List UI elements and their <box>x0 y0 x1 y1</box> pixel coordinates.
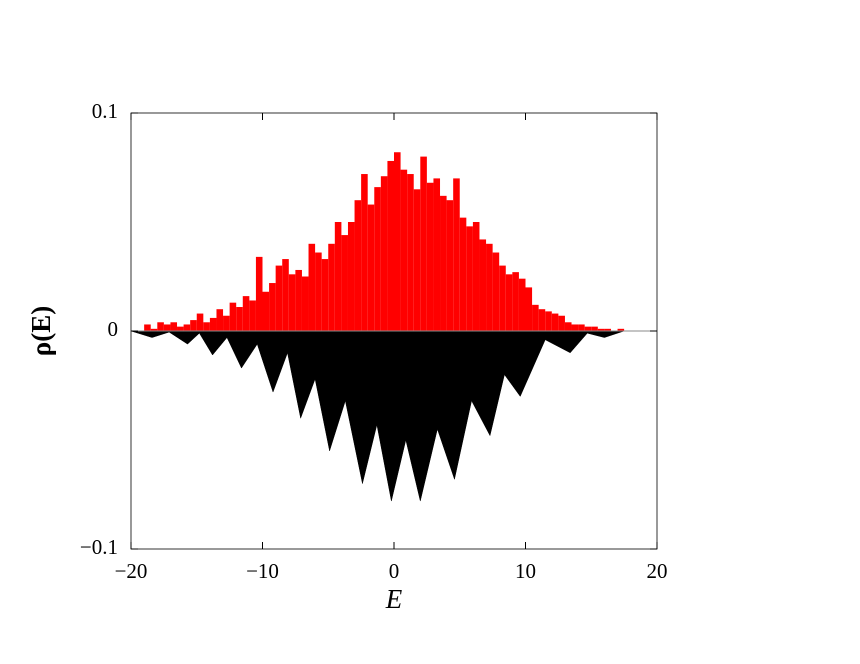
histogram-bar <box>282 259 289 331</box>
histogram-bar <box>262 291 270 331</box>
histogram-bar <box>157 322 164 331</box>
histogram-bar <box>492 252 500 331</box>
histogram-bar <box>426 182 434 331</box>
histogram-bar <box>380 176 388 331</box>
histogram-bar <box>597 328 605 331</box>
histogram-bar <box>255 256 263 331</box>
histogram-bar <box>163 324 171 331</box>
histogram-bar <box>275 265 283 331</box>
histogram-bar <box>617 328 625 331</box>
histogram-bar <box>591 326 598 331</box>
histogram-bar <box>367 204 375 331</box>
histogram-bar <box>295 269 302 331</box>
histogram-bar <box>479 239 487 331</box>
histogram-bar <box>361 174 368 331</box>
histogram-bar <box>203 322 210 331</box>
histogram-bar <box>223 315 230 331</box>
histogram-bar <box>288 274 296 331</box>
histogram-bar <box>433 178 441 331</box>
histogram-bar <box>466 226 473 331</box>
histogram-bar <box>532 304 539 331</box>
histogram-bar <box>374 187 381 331</box>
histogram-bar <box>170 322 178 331</box>
histogram-bar <box>183 324 191 331</box>
histogram-bar <box>453 178 460 331</box>
histogram-bar <box>558 315 565 331</box>
histogram-bar <box>301 276 309 331</box>
histogram-bar <box>400 169 408 331</box>
y-axis-label: ρ(E) <box>26 306 56 356</box>
histogram-bar <box>440 195 447 331</box>
density-area <box>130 330 657 502</box>
y-tick-label: 0 <box>108 317 119 341</box>
histogram-bar <box>472 222 480 331</box>
histogram-bar <box>269 283 276 331</box>
histogram-bar <box>209 317 217 331</box>
histogram-bar <box>407 174 414 331</box>
histogram-bar <box>486 243 493 331</box>
histogram-bar <box>578 324 585 331</box>
histogram-bar <box>196 313 204 331</box>
x-tick-label: 10 <box>515 559 536 583</box>
histogram-bar <box>334 222 342 331</box>
histogram-bar <box>551 313 559 331</box>
histogram-bar <box>249 300 256 331</box>
histogram-bar <box>216 309 224 331</box>
histogram-bar <box>321 259 329 331</box>
histogram-bar <box>229 302 237 331</box>
histogram-bar <box>446 200 454 331</box>
histogram-bar <box>538 309 546 331</box>
histogram-bar <box>190 320 197 331</box>
histogram-bar <box>315 252 322 331</box>
x-tick-label: 20 <box>647 559 668 583</box>
histogram-bar <box>604 328 611 331</box>
histogram-bar <box>308 243 316 331</box>
histogram-bar <box>459 217 467 331</box>
histogram-bar <box>564 322 572 331</box>
histogram-bar <box>242 296 250 331</box>
histogram-bar <box>505 274 513 331</box>
histogram-bar <box>584 326 592 331</box>
x-tick-label: 0 <box>389 559 400 583</box>
y-tick-label: 0.1 <box>92 99 118 123</box>
histogram-bar <box>236 307 243 331</box>
histogram-bar <box>328 243 335 331</box>
histogram-bar <box>354 200 362 331</box>
histogram-bar <box>394 152 401 331</box>
histogram-bar <box>512 272 519 331</box>
histogram-bar <box>525 287 533 331</box>
histogram-bar <box>387 160 394 331</box>
histogram-bar <box>571 324 579 331</box>
x-tick-label: −10 <box>246 559 279 583</box>
histogram-bar <box>144 324 151 331</box>
histogram-bar <box>420 156 427 331</box>
histogram-bar <box>545 311 552 331</box>
x-axis-label: E <box>385 584 403 614</box>
histogram-bar <box>150 328 158 331</box>
histogram-bar <box>518 278 526 331</box>
histogram-bar <box>341 235 348 331</box>
histogram-bar <box>177 326 184 331</box>
y-tick-label: −0.1 <box>80 535 118 559</box>
histogram-bar <box>499 265 506 331</box>
histogram-bar <box>347 222 355 331</box>
x-tick-label: −20 <box>115 559 148 583</box>
histogram-bar <box>413 189 421 331</box>
